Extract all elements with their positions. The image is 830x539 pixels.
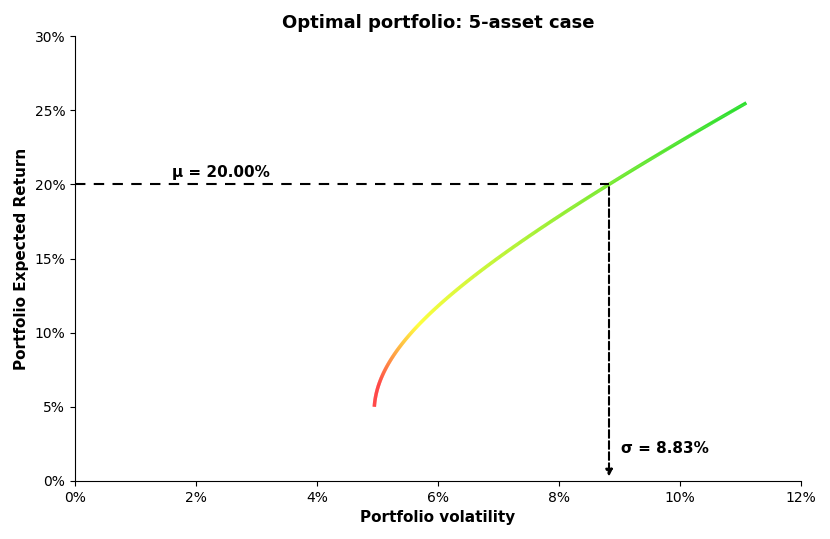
Text: μ = 20.00%: μ = 20.00% xyxy=(172,165,270,180)
Title: Optimal portfolio: 5-asset case: Optimal portfolio: 5-asset case xyxy=(281,14,594,32)
X-axis label: Portfolio volatility: Portfolio volatility xyxy=(360,510,515,525)
Text: σ = 8.83%: σ = 8.83% xyxy=(621,441,709,456)
Y-axis label: Portfolio Expected Return: Portfolio Expected Return xyxy=(14,147,29,370)
